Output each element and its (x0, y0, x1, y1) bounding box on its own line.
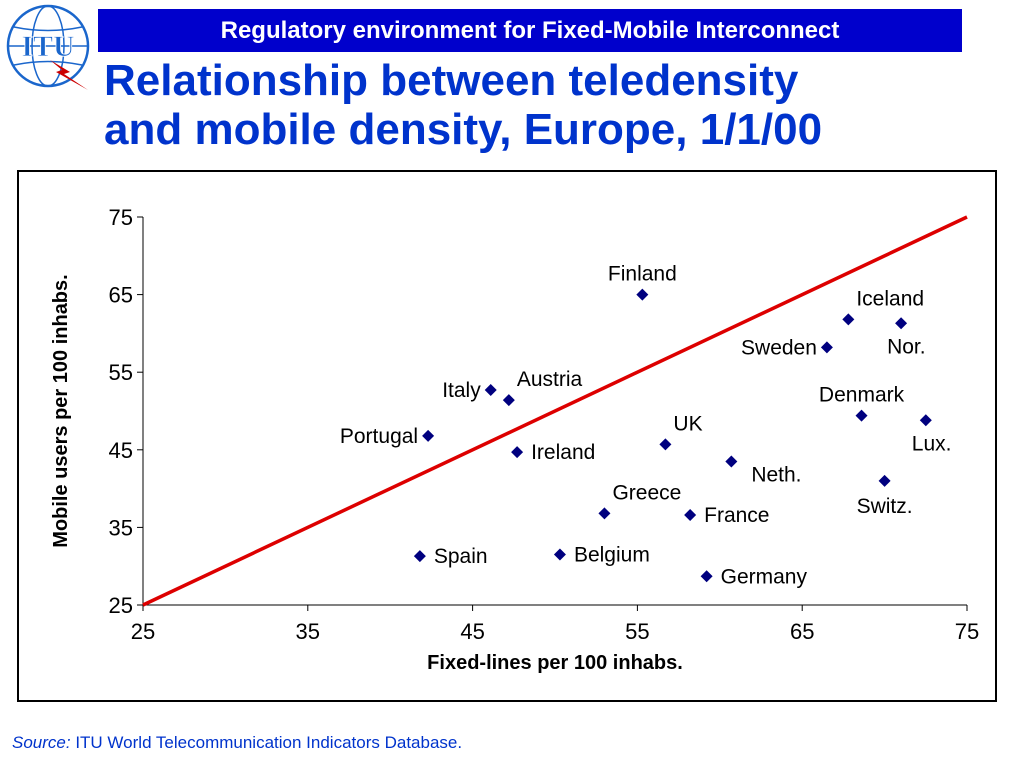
y-tick-label: 35 (109, 515, 133, 540)
source-text: ITU World Telecommunication Indicators D… (75, 733, 463, 752)
data-point-nor (895, 317, 908, 330)
point-label: Neth. (751, 463, 801, 486)
data-point-greece (598, 507, 611, 520)
y-tick-label: 45 (109, 438, 133, 463)
source-label: Source: (12, 733, 71, 752)
itu-logo: ITU (6, 4, 90, 90)
point-label: Belgium (574, 544, 650, 567)
page-title: Relationship between teledensity and mob… (104, 56, 1004, 154)
scatter-chart: 25 35 45 55 65 75 25 35 45 55 65 75 Fixed-lines per … (50, 205, 979, 674)
point-label: UK (673, 412, 702, 435)
banner-title: Regulatory environment for Fixed-Mobile … (98, 9, 962, 52)
data-point-belgium (553, 548, 566, 561)
point-label: Italy (442, 379, 481, 402)
point-label: Switz. (857, 495, 913, 518)
y-tick-label: 75 (109, 205, 133, 230)
data-point-finland (636, 288, 649, 301)
point-label: Lux. (912, 432, 952, 455)
point-label: France (704, 504, 769, 527)
point-label: Germany (721, 565, 808, 588)
data-point-germany (700, 570, 713, 583)
x-tick-label: 25 (131, 619, 155, 644)
data-point-ireland (511, 446, 524, 459)
title-line-1: Relationship between teledensity (104, 56, 799, 105)
y-tick-label: 25 (109, 593, 133, 618)
point-label: Greece (612, 481, 681, 504)
data-point-denmark (855, 409, 868, 422)
data-point-uk (659, 438, 672, 451)
data-point-sweden (820, 341, 833, 354)
x-tick-label: 55 (625, 619, 649, 644)
data-point-portugal (422, 429, 435, 442)
x-tick-label: 75 (955, 619, 979, 644)
point-label: Ireland (531, 441, 595, 464)
source-note: Source: ITU World Telecommunication Indi… (12, 733, 462, 753)
title-line-2: and mobile density, Europe, 1/1/00 (104, 105, 823, 154)
point-label: Portugal (340, 425, 418, 448)
y-axis-title: Mobile users per 100 inhabs. (50, 274, 72, 547)
y-tick-label: 65 (109, 283, 133, 308)
x-tick-label: 35 (296, 619, 320, 644)
point-label: Nor. (887, 335, 926, 358)
data-point-iceland (842, 313, 855, 326)
y-tick-label: 55 (109, 360, 133, 385)
point-label: Denmark (819, 384, 905, 407)
data-point-neth (725, 455, 738, 468)
point-label: Sweden (741, 336, 817, 359)
data-point-spain (413, 550, 426, 563)
data-point-france (684, 508, 697, 521)
point-label: Iceland (856, 287, 924, 310)
reference-line (142, 215, 968, 607)
point-label: Austria (517, 368, 583, 391)
x-tick-label: 45 (460, 619, 484, 644)
chart-frame: 25 35 45 55 65 75 25 35 45 55 65 75 Fixed-lines per … (17, 170, 997, 702)
logo-text: ITU (21, 30, 74, 63)
data-point-austria (502, 394, 515, 407)
x-axis-title: Fixed-lines per 100 inhabs. (427, 652, 683, 674)
point-label: Spain (434, 545, 488, 568)
point-label: Finland (608, 263, 677, 286)
data-point-italy (484, 384, 497, 397)
x-tick-label: 65 (790, 619, 814, 644)
data-point-lux (919, 414, 932, 427)
data-point-switz (878, 474, 891, 487)
